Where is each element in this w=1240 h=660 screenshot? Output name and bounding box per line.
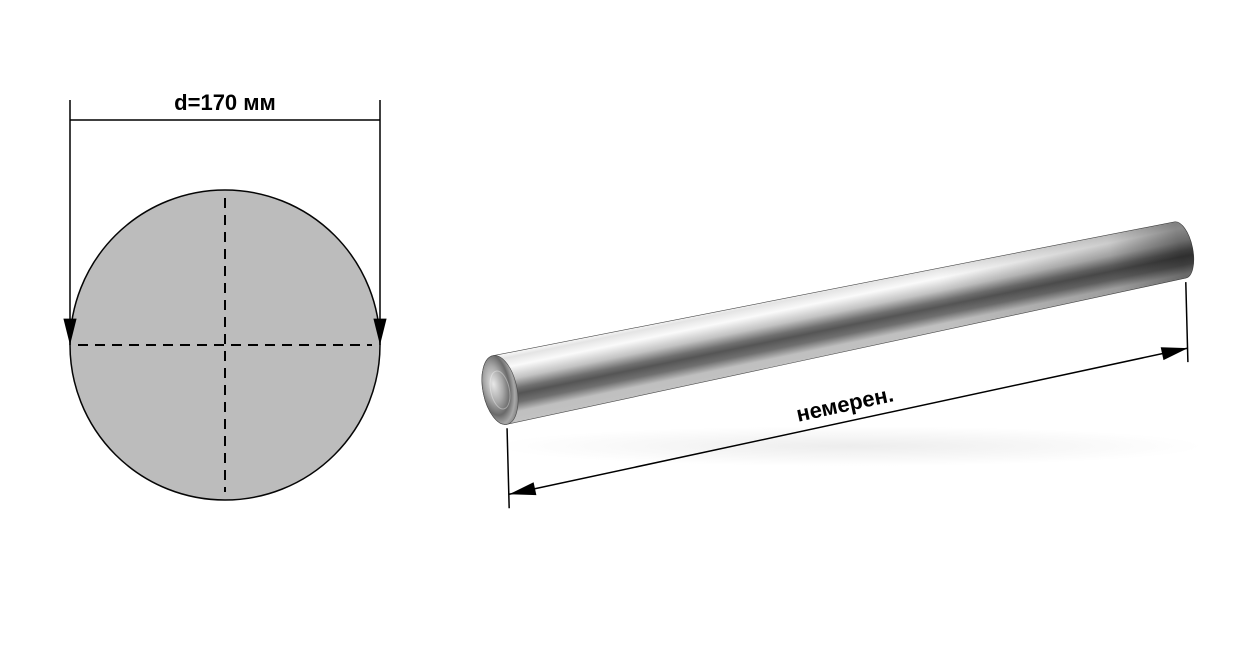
len-ext-left (507, 428, 509, 508)
rod-view: немерен. (476, 222, 1204, 509)
length-label: немерен. (794, 381, 896, 426)
diagram-svg: d=170 мм немерен. (0, 0, 1240, 660)
rod-shadow (496, 426, 1204, 466)
cross-section-view: d=170 мм (63, 90, 386, 500)
diameter-label: d=170 мм (174, 90, 276, 115)
len-ext-right (1186, 282, 1188, 362)
diagram-container: d=170 мм немерен. (0, 0, 1240, 660)
